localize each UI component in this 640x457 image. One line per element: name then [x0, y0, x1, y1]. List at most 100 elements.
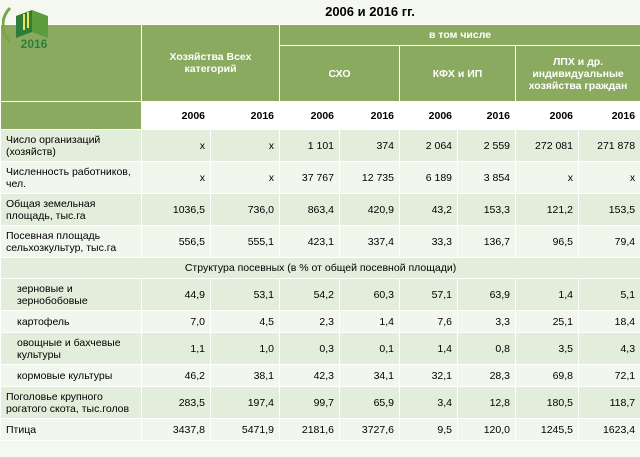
year-cell: 2016 [577, 101, 640, 130]
cell: 43,2 [399, 193, 458, 226]
table-row: Птица 3437,8 5471,9 2181,6 3727,6 9,5 12… [0, 418, 640, 441]
cell: 63,9 [457, 278, 516, 311]
cell: 96,5 [515, 225, 579, 258]
cell: 3,5 [515, 332, 579, 365]
page-title: 2006 и 2016 гг. [325, 4, 415, 19]
cell: 12 735 [339, 161, 400, 194]
row-label: Посевная площадь сельхозкультур, тыс.га [0, 225, 142, 258]
cell: 3727,6 [339, 418, 400, 441]
cell: x [515, 161, 579, 194]
cell: 153,3 [457, 193, 516, 226]
cell: 12,8 [457, 386, 516, 419]
cell: 2 559 [457, 129, 516, 162]
cell: 863,4 [279, 193, 340, 226]
cell: 69,8 [515, 364, 579, 387]
cell: x [210, 129, 280, 162]
cell: 38,1 [210, 364, 280, 387]
year-cell: 2006 [515, 101, 579, 130]
cell: x [577, 161, 640, 194]
year-cell: 2016 [339, 101, 400, 130]
cell: 736,0 [210, 193, 280, 226]
cell: 46,2 [141, 364, 211, 387]
cell: 1245,5 [515, 418, 579, 441]
cell: 3,3 [457, 310, 516, 333]
cell: x [210, 161, 280, 194]
section-row: Структура посевных (в % от общей посевно… [0, 257, 640, 279]
header-sxo: СХО [279, 45, 400, 102]
cell: 423,1 [279, 225, 340, 258]
cell: 1623,4 [577, 418, 640, 441]
cell: 1,0 [210, 332, 280, 365]
cell: 1,4 [515, 278, 579, 311]
cell: 60,3 [339, 278, 400, 311]
table-row: кормовые культуры 46,2 38,1 42,3 34,1 32… [0, 364, 640, 387]
cell: 72,1 [577, 364, 640, 387]
data-table: Хозяйства Всех категорий в том числе СХО… [0, 24, 640, 441]
cell: 0,3 [279, 332, 340, 365]
cell: 337,4 [339, 225, 400, 258]
row-label: Численность работников, чел. [0, 161, 142, 194]
cell: 120,0 [457, 418, 516, 441]
cell: 25,1 [515, 310, 579, 333]
cell: 5471,9 [210, 418, 280, 441]
cell: 555,1 [210, 225, 280, 258]
cell: 65,9 [339, 386, 400, 419]
row-label: зерновые и зернобобовые [0, 278, 142, 311]
section-title: Структура посевных (в % от общей посевно… [0, 257, 640, 279]
cell: 4,5 [210, 310, 280, 333]
header-including: в том числе [278, 24, 640, 46]
cell: 271 878 [577, 129, 640, 162]
cell: 1,4 [339, 310, 400, 333]
row-label: Общая земельная площадь, тыс.га [0, 193, 142, 226]
table-row: Посевная площадь сельхозкультур, тыс.га … [0, 225, 640, 258]
cell: 118,7 [577, 386, 640, 419]
row-label: Птица [0, 418, 142, 441]
table-row: овощные и бахчевые культуры 1,1 1,0 0,3 … [0, 332, 640, 365]
cell: 5,1 [577, 278, 640, 311]
row-label: кормовые культуры [0, 364, 142, 387]
cell: 3 854 [457, 161, 516, 194]
cell: 2,3 [279, 310, 340, 333]
cell: 33,3 [399, 225, 458, 258]
year-cell: 2006 [399, 101, 458, 130]
cell: 7,6 [399, 310, 458, 333]
cell: 1036,5 [141, 193, 211, 226]
cell: 54,2 [279, 278, 340, 311]
year-row-corner [0, 101, 142, 130]
cell: 0,1 [339, 332, 400, 365]
cell: 136,7 [457, 225, 516, 258]
cell: 180,5 [515, 386, 579, 419]
cell: 32,1 [399, 364, 458, 387]
cell: 99,7 [279, 386, 340, 419]
table-row: Поголовье крупного рогатого скота, тыс.г… [0, 386, 640, 419]
cell: 53,1 [210, 278, 280, 311]
cell: 420,9 [339, 193, 400, 226]
cell: 42,3 [279, 364, 340, 387]
year-cell: 2016 [457, 101, 516, 130]
cell: 57,1 [399, 278, 458, 311]
row-label: Число организаций (хозяйств) [0, 129, 142, 162]
cell: 6 189 [399, 161, 458, 194]
header-lph: ЛПХ и др. индивидуальные хозяйства гражд… [514, 45, 640, 102]
header-all-categories: Хозяйства Всех категорий [141, 24, 280, 102]
cell: 0,8 [457, 332, 516, 365]
cell: 34,1 [339, 364, 400, 387]
year-cell: 2006 [141, 101, 211, 130]
cell: 37 767 [279, 161, 340, 194]
header-corner [0, 24, 142, 102]
row-label: Поголовье крупного рогатого скота, тыс.г… [0, 386, 142, 419]
logo-year: 2016 [21, 37, 48, 50]
cell: 197,4 [210, 386, 280, 419]
year-cell: 2006 [279, 101, 340, 130]
table-row: Численность работников, чел. x x 37 767 … [0, 161, 640, 194]
table-row: картофель 7,0 4,5 2,3 1,4 7,6 3,3 25,1 1… [0, 310, 640, 333]
cell: 9,5 [399, 418, 458, 441]
cell: 2181,6 [279, 418, 340, 441]
header-kfh: КФХ и ИП [399, 45, 516, 102]
cell: 79,4 [577, 225, 640, 258]
table-row: зерновые и зернобобовые 44,9 53,1 54,2 6… [0, 278, 640, 311]
title-bar: 2006 и 2016 гг. [0, 0, 640, 24]
cell: 283,5 [141, 386, 211, 419]
cell: 44,9 [141, 278, 211, 311]
cell: 2 064 [399, 129, 458, 162]
